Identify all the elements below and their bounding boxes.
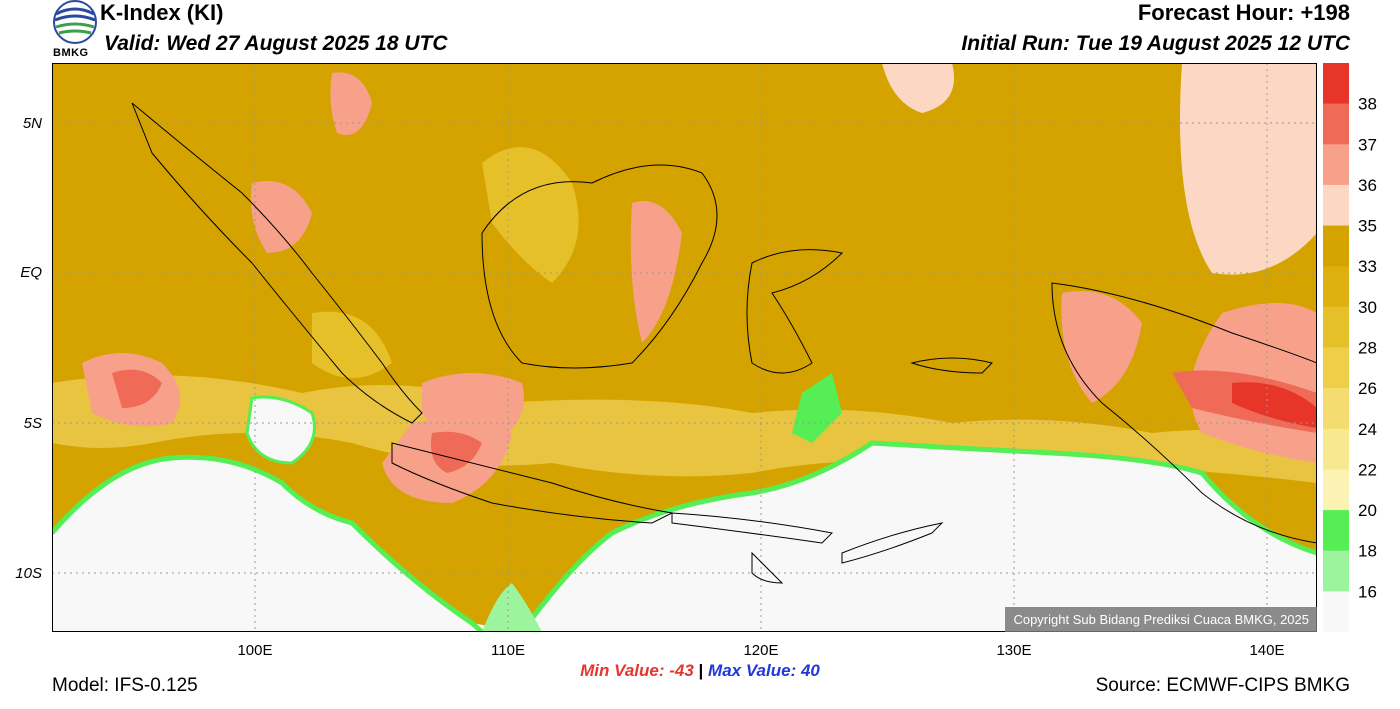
lon-label-130e: 130E — [996, 642, 1032, 659]
coastlines — [131, 102, 1318, 584]
legend-level-label: 38 — [1358, 95, 1377, 114]
legend-level-label: 33 — [1358, 257, 1377, 276]
legend-swatch — [1323, 469, 1349, 511]
map-title: K-Index (KI) — [100, 0, 224, 25]
lon-label-140e: 140E — [1249, 642, 1285, 659]
legend-swatch — [1323, 184, 1349, 226]
legend-swatch — [1323, 550, 1349, 592]
source-label: Source: ECMWF-CIPS BMKG — [1095, 675, 1350, 696]
legend-level-label: 16 — [1358, 582, 1377, 601]
legend-swatch — [1323, 388, 1349, 430]
lat-label-eq: EQ — [20, 264, 42, 281]
legend-swatch — [1323, 591, 1349, 633]
legend-level-label: 30 — [1358, 298, 1377, 317]
min-max-separator: | — [698, 661, 704, 680]
lon-label-110e: 110E — [491, 642, 525, 659]
bmkg-logo — [50, 0, 100, 60]
min-value: Min Value: -43 — [580, 661, 694, 680]
forecast-hour: Forecast Hour: +198 — [1137, 0, 1350, 25]
model-label: Model: IFS-0.125 — [52, 675, 198, 696]
lat-label-5n: 5N — [22, 115, 42, 132]
copyright-notice: Copyright Sub Bidang Prediksi Cuaca BMKG… — [1005, 607, 1317, 632]
legend-swatch — [1323, 266, 1349, 308]
initial-run: Initial Run: Tue 19 August 2025 12 UTC — [961, 32, 1350, 55]
logo-text: BMKG — [53, 47, 89, 59]
legend-level-label: 36 — [1358, 176, 1377, 195]
max-value: Max Value: 40 — [708, 661, 820, 680]
legend-swatch — [1323, 347, 1349, 389]
legend-level-label: 20 — [1358, 501, 1377, 520]
legend-swatch — [1323, 144, 1349, 186]
lon-label-120e: 120E — [743, 642, 779, 659]
graticule — [52, 63, 1317, 632]
legend-swatch — [1323, 428, 1349, 470]
legend-level-label: 28 — [1358, 339, 1377, 358]
legend-swatch — [1323, 510, 1349, 552]
valid-time: Valid: Wed 27 August 2025 18 UTC — [104, 32, 448, 55]
min-max-values: Min Value: -43 | Max Value: 40 — [0, 661, 1400, 681]
legend-swatch — [1323, 103, 1349, 145]
legend-level-label: 37 — [1358, 135, 1377, 154]
legend-swatch — [1323, 225, 1349, 267]
legend-level-label: 26 — [1358, 379, 1377, 398]
color-legend: 38 37 36 35 33 30 28 26 24 22 20 18 16 — [1323, 63, 1400, 633]
legend-level-label: 24 — [1358, 420, 1377, 439]
legend-level-label: 22 — [1358, 460, 1377, 479]
lat-label-10s: 10S — [15, 565, 42, 582]
legend-level-label: 35 — [1358, 217, 1377, 236]
legend-swatch — [1323, 63, 1349, 105]
k-index-map: 5N EQ 5S 10S 100E 110E 120E 130E 140E — [15, 63, 1318, 659]
lon-label-100e: 100E — [237, 642, 273, 659]
legend-level-label: 18 — [1358, 542, 1377, 561]
map-border — [52, 63, 1317, 632]
legend-swatch — [1323, 306, 1349, 348]
lat-label-5s: 5S — [23, 415, 42, 432]
